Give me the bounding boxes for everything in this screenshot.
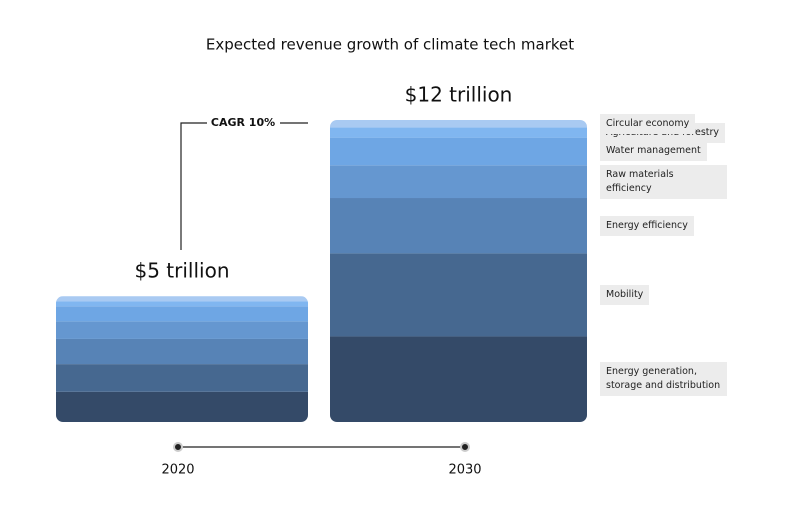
bar-segment: [330, 165, 587, 199]
bar-segment: [330, 253, 587, 337]
bar-segment: [56, 364, 308, 392]
chart-title: Expected revenue growth of climate tech …: [206, 36, 574, 54]
bar-segment: [330, 120, 587, 128]
x-tick-label: 2020: [161, 463, 194, 478]
legend-label: Raw materials efficiency: [600, 164, 727, 199]
legend-label: Water management: [600, 141, 707, 162]
annotation: CAGR 10%: [211, 116, 275, 129]
total-label: $5 trillion: [134, 259, 229, 283]
bar-segment: [56, 301, 308, 307]
bar-group: [56, 296, 308, 422]
bar-segment: [56, 296, 308, 302]
bar-segment: [330, 137, 587, 166]
bar-segment: [56, 306, 308, 322]
bar-group: [330, 120, 587, 422]
bar-segment: [330, 198, 587, 254]
legend-label: Energy generation, storage and distribut…: [600, 362, 727, 397]
bar-segment: [330, 127, 587, 138]
bar-segment: [56, 338, 308, 365]
legend-label: Mobility: [600, 284, 650, 305]
x-tick-label: 2030: [448, 463, 481, 478]
legend-label: Circular economy: [600, 113, 696, 134]
total-label: $12 trillion: [405, 83, 513, 107]
legend-label: Energy efficiency: [600, 215, 694, 236]
bar-segment: [330, 336, 587, 422]
timeline-dot: [460, 442, 470, 452]
bar-segment: [56, 321, 308, 339]
cagr-bracket: [180, 122, 308, 250]
bar-segment: [56, 391, 308, 422]
timeline-dot: [173, 442, 183, 452]
